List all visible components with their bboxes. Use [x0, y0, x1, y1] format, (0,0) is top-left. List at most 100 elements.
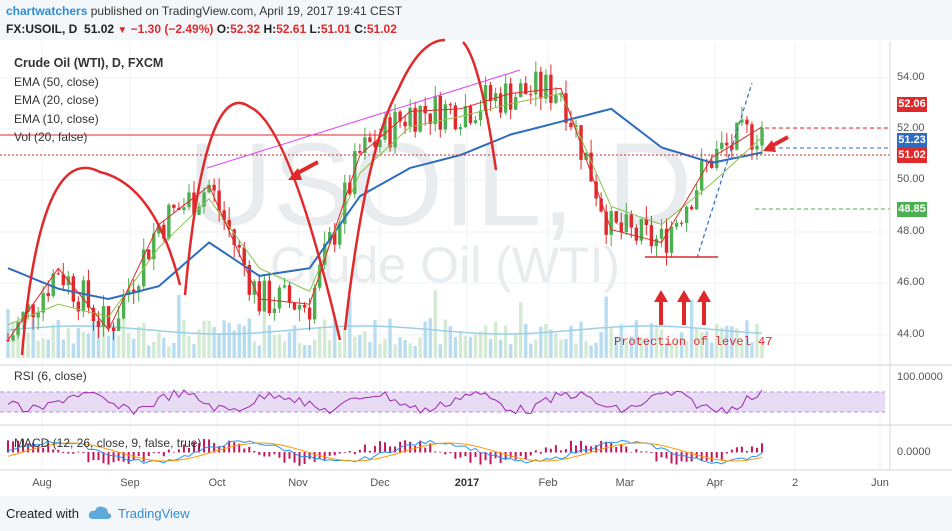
macd-hist-bar — [152, 452, 155, 453]
candle-body — [187, 192, 191, 208]
macd-hist-bar — [52, 449, 55, 453]
volume-bar — [182, 319, 186, 358]
candle-body — [76, 301, 81, 312]
candle-body — [96, 321, 101, 327]
candle-body — [262, 280, 267, 312]
macd-hist-bar — [253, 450, 256, 453]
rsi-legend[interactable]: RSI (6, close) — [14, 369, 87, 383]
volume-bar — [177, 294, 181, 358]
candle-body — [463, 106, 468, 128]
volume-bar — [554, 333, 558, 358]
macd-hist-bar — [625, 446, 628, 453]
macd-hist-bar — [720, 452, 723, 460]
macd-hist-bar — [42, 447, 45, 453]
macd-hist-bar — [378, 441, 381, 453]
watermark-symbol: USOIL, D — [188, 119, 693, 251]
time-tick: Dec — [370, 477, 390, 489]
candle-body — [222, 210, 226, 220]
volume-bar — [513, 333, 518, 358]
price-gridlines — [0, 77, 890, 336]
volume-bar — [569, 325, 573, 358]
macd-legend[interactable]: MACD (12, 26, close, 9, false, true) — [14, 436, 202, 450]
candle-body — [694, 190, 699, 210]
macd-hist-bar — [12, 441, 15, 453]
candle-body — [353, 151, 357, 195]
volume-bar — [458, 331, 463, 358]
macd-hist-bar — [62, 452, 65, 454]
volume-bar — [393, 344, 397, 358]
legend-ema50[interactable]: EMA (50, close) — [14, 74, 99, 89]
candle-body — [609, 211, 613, 235]
macd-hist-bar — [373, 446, 376, 453]
volume-bar — [388, 318, 392, 358]
volume-bar — [720, 327, 724, 358]
volume-bar — [619, 324, 623, 358]
candle-body — [167, 204, 171, 239]
close-value: 51.02 — [366, 22, 397, 36]
candle-body — [599, 198, 603, 212]
macd-hist-bar — [213, 443, 216, 453]
volume-bar — [227, 322, 231, 358]
tradingview-link[interactable]: TradingView — [118, 506, 190, 521]
candle-body — [41, 293, 45, 313]
legend-ema10[interactable]: EMA (10, close) — [14, 111, 99, 126]
volume-bar — [207, 320, 211, 358]
candle-body — [338, 223, 342, 245]
legend-volume[interactable]: Vol (20, false) — [14, 130, 88, 144]
candle-body — [393, 111, 397, 148]
candle-body — [438, 95, 442, 130]
volume-bar — [740, 344, 744, 358]
volume-bar — [322, 319, 327, 358]
volume-bar — [473, 334, 478, 358]
candle-body — [674, 222, 679, 227]
candle-body — [720, 142, 724, 149]
macd-hist-bar — [32, 442, 35, 453]
candle-body — [136, 286, 141, 293]
volume-bar — [539, 326, 543, 358]
macd-hist-bar — [208, 439, 211, 453]
macd-hist-bar — [665, 452, 668, 459]
volume-bar — [478, 331, 483, 358]
volume-bar — [96, 318, 101, 358]
volume-bar — [131, 338, 136, 358]
volume-bar — [282, 341, 287, 358]
legend-ema20[interactable]: EMA (20, close) — [14, 93, 99, 107]
macd-hist-bar — [640, 451, 643, 453]
candle-body — [257, 281, 262, 312]
volume-bar — [348, 296, 352, 358]
candle-body — [654, 238, 659, 247]
volume-bar — [725, 325, 729, 358]
macd-hist-bar — [203, 439, 206, 453]
candle-body — [755, 145, 759, 150]
candle-body — [152, 233, 156, 260]
candle-body — [649, 225, 654, 247]
macd-hist-bar — [524, 452, 527, 460]
candle-body — [126, 289, 131, 295]
volume-bar — [232, 330, 236, 358]
volume-bar — [438, 344, 442, 358]
blue-trendline — [696, 82, 753, 259]
volume-bar — [529, 343, 533, 358]
volume-bar — [167, 345, 171, 358]
macd-hist-bar — [102, 452, 105, 464]
candle-body — [71, 276, 76, 302]
macd-hist-bar — [595, 445, 598, 453]
macd-hist-bar — [474, 452, 477, 457]
volume-bar — [257, 345, 262, 358]
macd-hist-bar — [434, 451, 437, 453]
macd-hist-bar — [92, 452, 95, 461]
candle-body — [473, 120, 478, 123]
candle-body — [483, 85, 488, 111]
macd-hist-bar — [539, 452, 542, 454]
volume-bar — [488, 338, 493, 358]
author-link[interactable]: chartwatchers — [6, 4, 88, 18]
candle-body — [272, 308, 277, 314]
volume-bar — [81, 332, 86, 358]
volume-bar — [353, 336, 357, 358]
candle-body — [498, 93, 503, 113]
volume-bar — [614, 336, 618, 358]
volume-bar — [559, 339, 563, 358]
price-tag-51-02: 51.02 — [897, 148, 927, 163]
candle-body — [539, 71, 543, 99]
